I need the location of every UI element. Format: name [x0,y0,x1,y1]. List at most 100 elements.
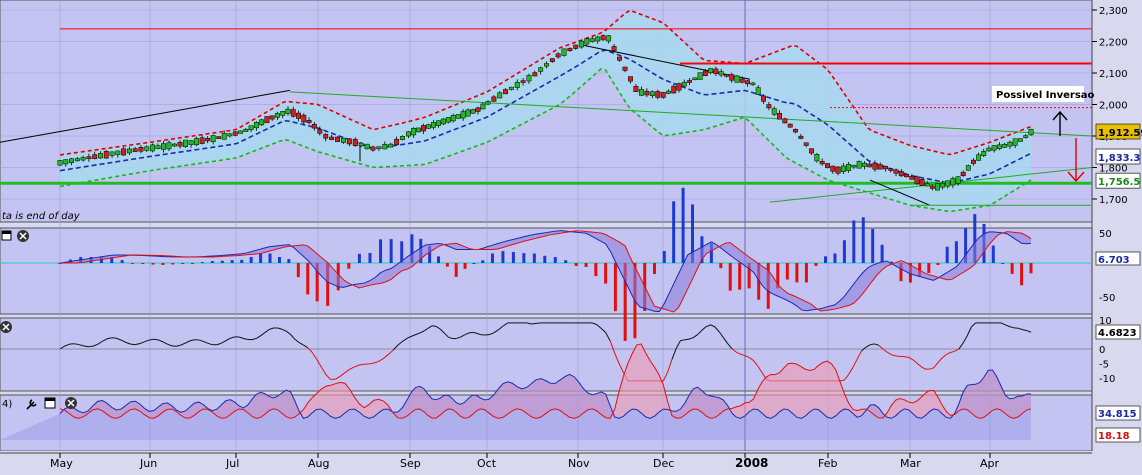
x-tick-label: Aug [308,457,329,470]
candle-body [799,136,803,138]
candle-body [585,39,589,44]
candle-body [244,129,248,131]
candle-body [509,87,513,89]
candle-body [783,119,787,123]
dmi-window-icon[interactable] [45,398,55,408]
candle-body [1002,144,1006,147]
macd-value-label: 6.703 [1098,255,1130,266]
candle-body [724,74,728,76]
candle-body [976,155,980,161]
candle-body [233,132,237,136]
candle-body [831,166,835,171]
macd-histogram-bar [269,254,272,263]
macd-histogram-bar [554,257,557,263]
x-tick-label: 2008 [735,456,768,470]
candle-body [899,171,903,175]
candle-body [661,92,665,97]
momentum-segment [531,323,536,324]
candle-body [312,124,316,128]
candle-body [730,74,734,80]
macd-close-icon[interactable] [17,230,29,242]
candle-body [228,134,232,136]
candle-body [183,140,187,147]
candle-body [341,138,345,142]
x-tick-label: Nov [568,457,590,470]
candle-body [307,120,311,122]
candle-body [150,145,154,151]
macd-histogram-bar [390,239,393,263]
candle-body [87,157,91,159]
candle-body [836,167,840,173]
candle-body [538,68,542,72]
macd-histogram-bar [472,263,475,264]
candle-body [862,163,866,166]
macd-histogram-bar [833,253,836,263]
macd-histogram-bar [564,260,567,263]
candle-body [935,184,939,191]
candle-body [81,157,85,160]
candle-body [857,161,861,168]
price-badge-label: 1,833.3 [1098,153,1140,164]
candle-body [809,149,813,153]
macd-window-icon[interactable] [2,231,11,240]
candle-body [411,128,415,135]
candle-body [846,164,850,170]
candle-body [556,54,560,57]
candle-body [217,137,221,139]
momentum-tick-label: 0 [1099,345,1105,356]
candle-body [446,117,450,122]
candle-body [698,73,702,80]
candle-body [172,144,176,146]
candle-body [347,139,351,144]
candle-body [461,111,465,118]
macd-histogram-bar [862,217,865,263]
candle-body [590,39,594,42]
candle-body [259,120,263,125]
x-tick-label: Jun [139,457,157,470]
candle-body [915,177,919,184]
candle-body [270,116,274,119]
candle-body [406,132,410,136]
candle-body [69,159,73,163]
macd-histogram-bar [250,257,253,263]
candle-body [110,152,114,156]
macd-histogram-bar [211,261,214,263]
candle-body [275,113,279,117]
macd-histogram-bar [181,263,184,264]
macd-histogram-bar [805,263,808,283]
macd-histogram-bar [191,263,194,264]
candle-body [904,174,908,177]
macd-histogram-bar [795,263,798,282]
dmi-close-icon[interactable] [65,397,77,409]
candle-body [416,128,420,132]
price-tick-label: 2,200 [1099,38,1128,49]
candle-body [281,111,285,115]
momentum-segment [432,326,436,327]
candle-body [98,153,102,158]
candle-body [127,149,131,153]
macd-histogram-bar [594,263,597,276]
macd-histogram-bar [543,256,546,263]
candle-body [982,151,986,155]
macd-histogram-bar [843,240,846,263]
candle-body [574,45,578,49]
candle-body [961,172,965,176]
candle-body [579,41,583,47]
candle-body [703,71,707,76]
macd-histogram-bar [437,256,440,263]
candle-body [767,105,771,108]
candle-body [997,145,1001,149]
candle-body [200,138,204,144]
candle-body [761,96,765,101]
candle-body [145,147,149,151]
macd-histogram-bar [614,263,617,311]
candle-body [254,122,258,128]
candle-body [189,141,193,145]
macd-histogram-bar [379,239,382,263]
candle-body [751,83,755,85]
macd-histogram-bar [455,263,458,277]
candle-body [951,178,955,185]
x-tick-label: Dec [653,457,674,470]
momentum-close-icon[interactable] [0,321,12,333]
macd-histogram-bar [653,263,656,274]
